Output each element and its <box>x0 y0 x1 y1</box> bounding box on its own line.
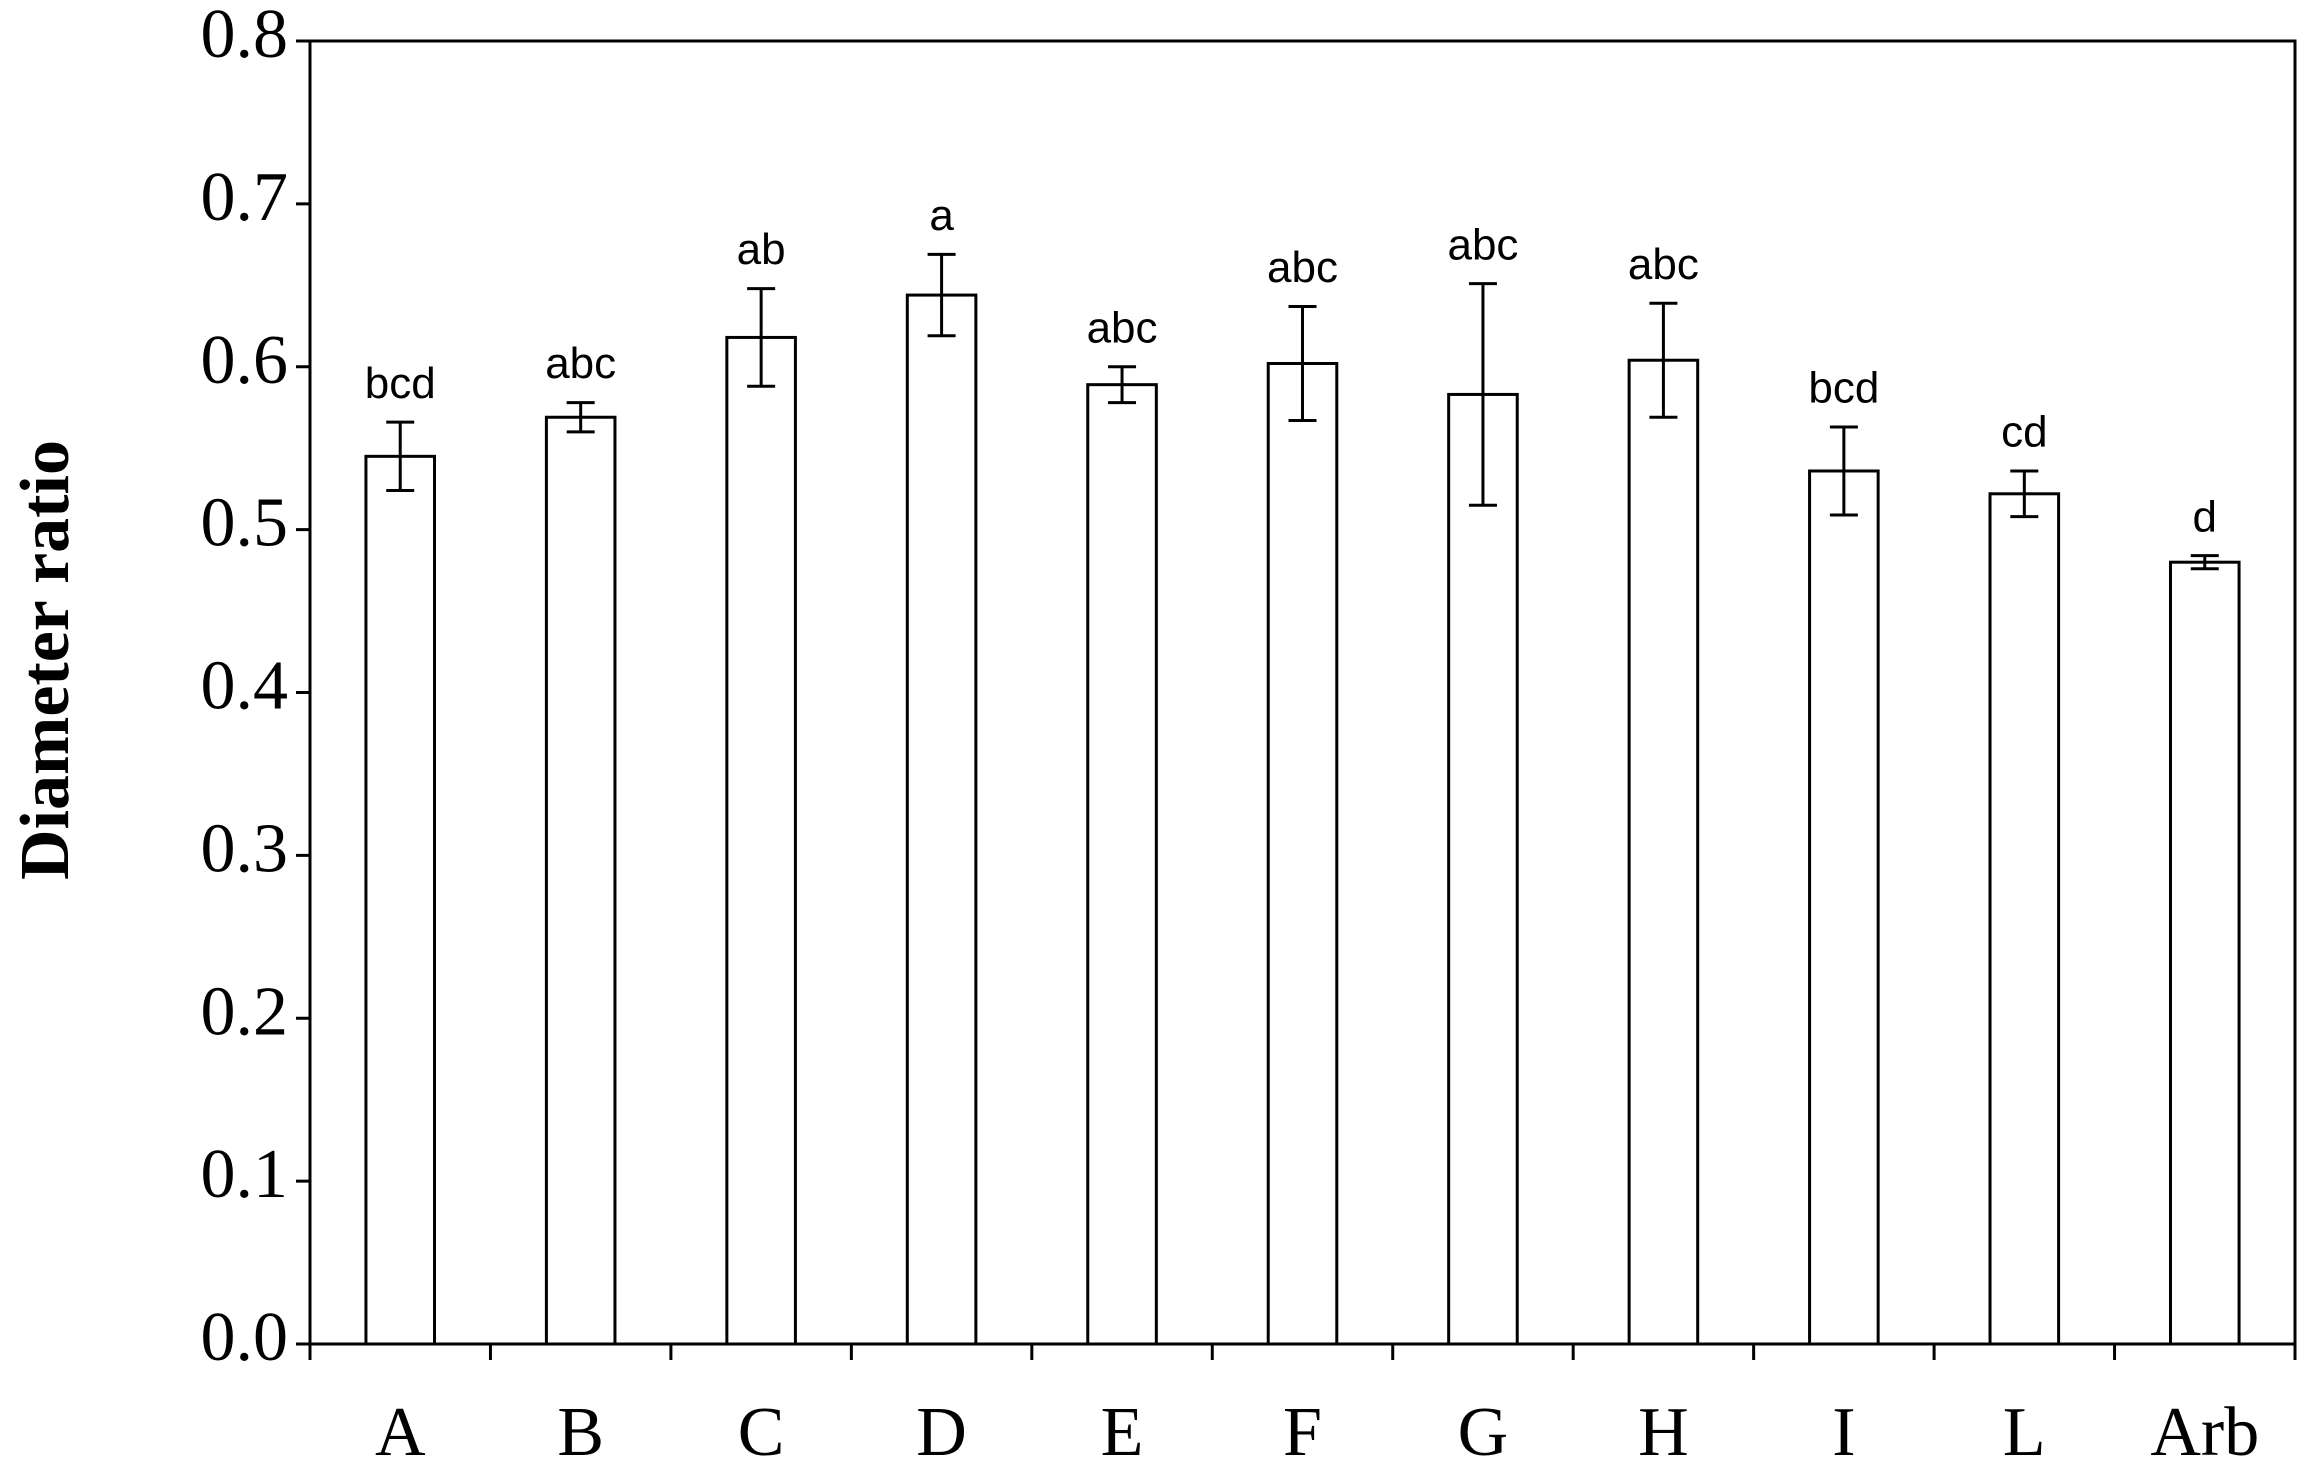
error-bar <box>927 252 956 338</box>
error-bar <box>1468 282 1497 507</box>
y-tick-label: 0.0 <box>201 1299 289 1376</box>
bar <box>544 415 617 1346</box>
significance-label: cd <box>2001 408 2047 457</box>
y-tick-label: 0.2 <box>201 973 289 1050</box>
y-tick-label: 0.8 <box>201 0 289 73</box>
x-tick-label: I <box>1832 1394 1855 1471</box>
significance-label: abc <box>1087 303 1158 352</box>
significance-label: ab <box>737 225 786 274</box>
x-tick-label: Arb <box>2150 1394 2259 1471</box>
y-tick-label: 0.5 <box>201 485 289 562</box>
bar <box>1266 361 1339 1346</box>
x-tick-label: H <box>1638 1394 1689 1471</box>
error-bar <box>566 401 595 434</box>
significance-label: abc <box>1447 220 1518 269</box>
significance-label: abc <box>545 339 616 388</box>
y-tick-label: 0.1 <box>201 1136 289 1213</box>
bar <box>1627 358 1700 1346</box>
significance-label: abc <box>1628 240 1699 289</box>
bar <box>364 454 437 1346</box>
error-bar <box>1829 425 1858 517</box>
error-bar <box>1649 301 1678 419</box>
error-bar <box>2010 469 2039 519</box>
x-tick-label: F <box>1283 1394 1322 1471</box>
bar <box>1808 469 1880 1346</box>
x-tick-label: L <box>2003 1394 2046 1471</box>
significance-label: abc <box>1267 243 1338 292</box>
y-tick-label: 0.3 <box>201 810 289 887</box>
significance-label: bcd <box>1808 364 1879 413</box>
significance-label: d <box>2193 492 2217 541</box>
x-tick-label: B <box>557 1394 604 1471</box>
x-tick-label: G <box>1458 1394 1509 1471</box>
y-tick-label: 0.4 <box>201 648 289 725</box>
error-bar <box>1288 304 1317 422</box>
bar <box>1086 383 1158 1346</box>
significance-label: a <box>929 191 954 240</box>
error-bar <box>2190 554 2219 571</box>
bar <box>1447 392 1519 1346</box>
y-tick-label: 0.7 <box>201 159 289 236</box>
x-tick-label: D <box>916 1394 967 1471</box>
bar <box>1988 492 2061 1346</box>
bar <box>725 335 797 1346</box>
x-tick-label: C <box>738 1394 785 1471</box>
bar <box>2168 560 2241 1346</box>
error-bar <box>1108 365 1137 405</box>
x-tick-label: E <box>1101 1394 1144 1471</box>
bar <box>905 293 978 1346</box>
y-axis-label: Diameter ratio <box>7 440 84 880</box>
x-tick-label: A <box>375 1394 426 1471</box>
significance-label: bcd <box>365 359 436 408</box>
error-bar <box>747 287 776 388</box>
error-bar <box>386 420 415 493</box>
y-tick-label: 0.6 <box>201 322 289 399</box>
